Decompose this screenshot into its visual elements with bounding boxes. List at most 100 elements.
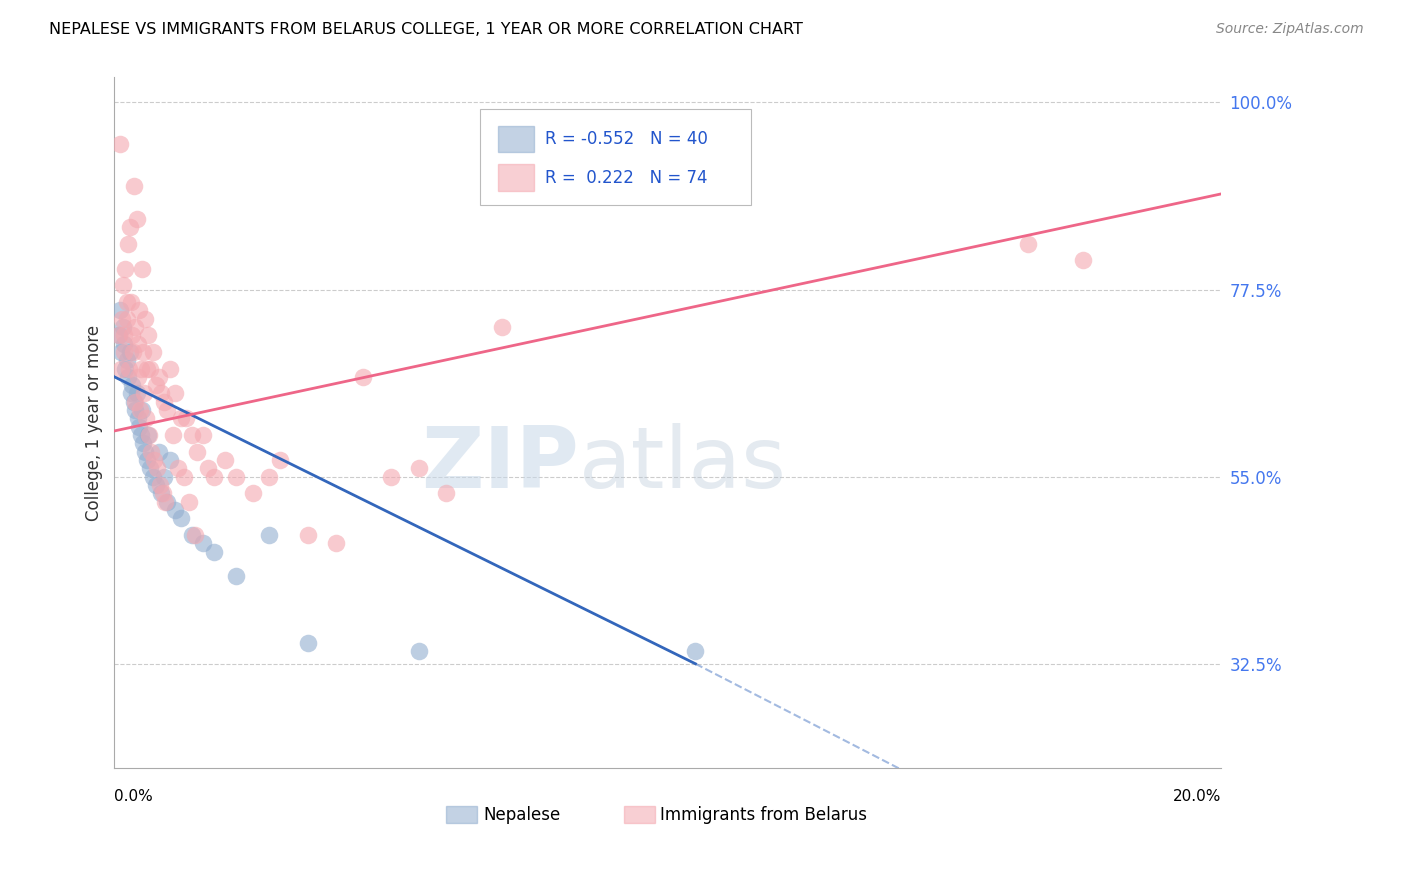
Point (129, 428, 152, 442)
Point (242, 486, 264, 500)
Point (159, 361, 181, 376)
Point (110, 361, 132, 376)
Point (1017, 236, 1039, 251)
Point (325, 536, 347, 550)
Point (173, 469, 195, 483)
Point (124, 320, 146, 334)
Point (121, 378, 143, 392)
Point (180, 428, 202, 442)
Point (436, 486, 458, 500)
Point (139, 361, 162, 376)
Point (135, 361, 157, 376)
Point (128, 303, 150, 318)
Point (145, 478, 167, 492)
Point (491, 320, 513, 334)
Point (111, 278, 134, 293)
Text: Source: ZipAtlas.com: Source: ZipAtlas.com (1216, 22, 1364, 37)
Point (108, 136, 131, 151)
Point (128, 419, 150, 434)
Point (155, 494, 177, 508)
Point (202, 544, 225, 558)
Point (127, 336, 149, 351)
Point (685, 644, 707, 658)
Text: 20.0%: 20.0% (1173, 789, 1222, 804)
Point (149, 478, 172, 492)
Point (146, 461, 169, 475)
Point (352, 369, 374, 384)
Point (159, 453, 181, 467)
Point (115, 311, 138, 326)
Point (134, 444, 156, 458)
Point (132, 386, 155, 401)
Point (145, 378, 167, 392)
Point (108, 328, 131, 343)
Point (127, 411, 149, 425)
Text: R = -0.552   N = 40: R = -0.552 N = 40 (546, 130, 707, 148)
Point (142, 345, 165, 359)
Bar (499, 126, 534, 152)
Point (225, 469, 247, 483)
Point (118, 345, 141, 359)
Point (180, 528, 202, 542)
Point (183, 528, 205, 542)
Point (141, 444, 163, 458)
Point (136, 428, 159, 442)
Point (1071, 253, 1094, 268)
Point (150, 486, 173, 500)
Point (148, 444, 170, 458)
Point (111, 320, 134, 334)
Point (118, 220, 141, 235)
Point (165, 503, 187, 517)
Point (380, 469, 402, 483)
Y-axis label: College, 1 year or more: College, 1 year or more (86, 325, 103, 521)
Point (135, 453, 157, 467)
Point (143, 453, 166, 467)
Point (179, 494, 201, 508)
Point (297, 636, 319, 650)
Point (120, 295, 142, 310)
Point (131, 261, 153, 276)
Point (167, 461, 190, 475)
Point (225, 569, 247, 583)
Point (150, 386, 173, 401)
Point (110, 311, 132, 326)
Point (122, 178, 145, 193)
Point (108, 303, 131, 318)
Bar (623, 805, 655, 823)
Point (176, 411, 198, 425)
Point (114, 261, 136, 276)
Point (124, 403, 146, 417)
Point (132, 436, 155, 450)
Point (129, 403, 152, 417)
Point (120, 386, 142, 401)
Point (191, 536, 214, 550)
Point (110, 345, 132, 359)
Point (117, 369, 139, 384)
Point (197, 461, 219, 475)
Point (122, 394, 145, 409)
Point (115, 353, 138, 368)
Point (156, 403, 179, 417)
Text: ZIP: ZIP (422, 423, 579, 506)
Point (118, 361, 141, 376)
Point (186, 444, 208, 458)
Point (112, 336, 135, 351)
Point (408, 644, 430, 658)
Text: R =  0.222   N = 74: R = 0.222 N = 74 (546, 169, 707, 186)
Point (202, 469, 225, 483)
Point (138, 428, 160, 442)
Point (134, 311, 156, 326)
Bar (499, 164, 534, 191)
Text: NEPALESE VS IMMIGRANTS FROM BELARUS COLLEGE, 1 YEAR OR MORE CORRELATION CHART: NEPALESE VS IMMIGRANTS FROM BELARUS COLL… (49, 22, 803, 37)
Point (135, 411, 157, 425)
Point (121, 328, 143, 343)
Point (142, 469, 165, 483)
Point (108, 328, 131, 343)
Text: 0.0%: 0.0% (114, 789, 153, 804)
Text: Nepalese: Nepalese (484, 805, 560, 823)
Point (129, 361, 152, 376)
FancyBboxPatch shape (479, 109, 751, 205)
Point (297, 528, 319, 542)
Text: Immigrants from Belarus: Immigrants from Belarus (659, 805, 868, 823)
Point (136, 328, 159, 343)
